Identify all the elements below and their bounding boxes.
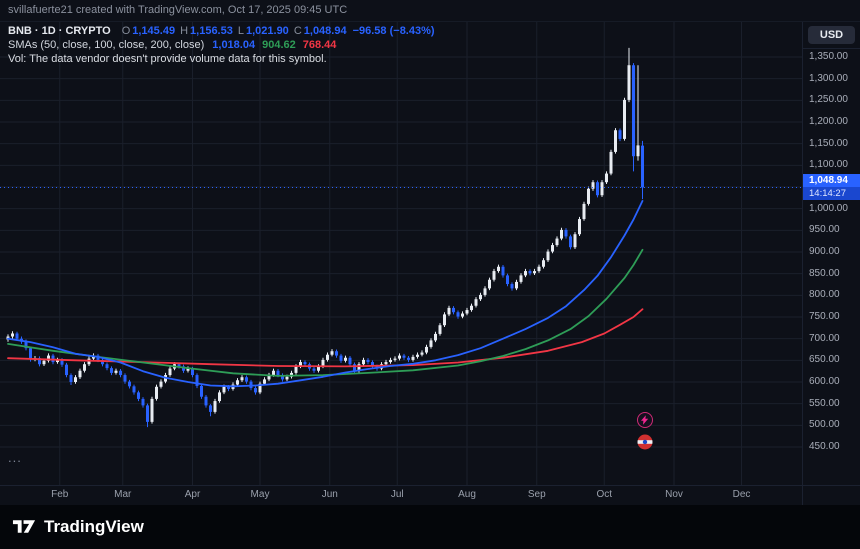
close-value: 1,048.94	[303, 25, 347, 37]
price-axis-label: 650.00	[809, 354, 840, 366]
sma100-value: 904.62	[262, 39, 296, 51]
price-axis-label: 500.00	[809, 419, 840, 431]
economic-event-icon[interactable]	[637, 434, 653, 450]
attribution-text: svillafuerte21 created with TradingView.…	[8, 4, 348, 16]
price-axis-label: 900.00	[809, 246, 840, 257]
attribution-bar: svillafuerte21 created with TradingView.…	[0, 0, 860, 22]
high-value: 1,156.53	[190, 25, 233, 37]
open-value: 1,145.49	[132, 25, 176, 37]
time-axis-label: May	[250, 489, 270, 500]
time-axis-label: Dec	[732, 489, 751, 500]
change-value: −96.58 (−8.43%)	[352, 25, 435, 37]
volume-status-message: Vol: The data vendor doesn't provide vol…	[8, 53, 327, 65]
tradingview-wordmark: TradingView	[44, 517, 144, 536]
price-axis-label: 1,150.00	[809, 137, 848, 149]
event-badge-icon	[637, 434, 653, 450]
price-axis-label: 450.00	[809, 441, 840, 452]
price-axis-label: 800.00	[809, 289, 840, 301]
time-axis-label: Aug	[458, 489, 476, 500]
price-axis-label: 550.00	[809, 397, 840, 409]
time-axis-label: Apr	[184, 489, 201, 500]
time-axis-row: Feb Mar Apr May Jun Jul Aug Sep Oct Nov Dec	[0, 485, 860, 505]
currency-button-area: USD	[803, 22, 860, 49]
tradingview-mark-icon	[12, 520, 36, 533]
low-value: 1,021.90	[245, 25, 289, 37]
flash-event-icon[interactable]	[637, 412, 653, 428]
price-axis-label: 1,300.00	[809, 72, 848, 84]
chart-row: BNB · 1D · CRYPTO O 1,145.49 H 1,156.53 L 1,02…	[0, 22, 860, 485]
chart-legend: BNB · 1D · CRYPTO O 1,145.49 H 1,156.53 L 1,02…	[8, 25, 435, 67]
axis-corner	[802, 485, 860, 505]
time-axis-label: Mar	[114, 489, 132, 500]
last-price-value: 1,048.94	[803, 174, 860, 188]
chart-pane[interactable]: BNB · 1D · CRYPTO O 1,145.49 H 1,156.53 L 1,02…	[0, 22, 802, 485]
time-axis-label: Jul	[390, 489, 404, 500]
symbol-row: BNB · 1D · CRYPTO O 1,145.49 H 1,156.53 L 1,02…	[8, 25, 435, 38]
time-axis-label: Sep	[527, 489, 546, 500]
price-axis-label: 750.00	[809, 311, 840, 322]
price-axis-label: 850.00	[809, 267, 840, 279]
volume-row: Vol: The data vendor doesn't provide vol…	[8, 53, 435, 66]
time-axis-label: Oct	[596, 489, 613, 500]
bar-countdown: 14:14:27	[803, 187, 860, 201]
sma-row: SMAs (50, close, 100, close, 200, close)…	[8, 39, 435, 52]
low-label: L	[237, 25, 244, 37]
time-axis-label: Nov	[665, 489, 683, 500]
symbol-title[interactable]: BNB · 1D · CRYPTO	[8, 25, 111, 37]
price-axis-label: 700.00	[809, 332, 840, 344]
price-axis[interactable]: USD 1,350.00 1,300.00 1,250.00 1,200.00 1,15…	[802, 22, 860, 485]
currency-button[interactable]: USD	[807, 26, 856, 44]
open-label: O	[121, 25, 131, 37]
price-axis-label: 1,100.00	[809, 159, 848, 171]
pane-expand-button[interactable]: ...	[8, 450, 22, 465]
time-axis-label: Jun	[321, 489, 338, 500]
sma200-value: 768.44	[302, 39, 337, 51]
price-axis-label: 1,200.00	[809, 116, 848, 127]
lightning-bolt-icon	[641, 415, 649, 425]
price-axis-label: 950.00	[809, 224, 840, 236]
price-chart[interactable]	[0, 22, 802, 485]
time-axis[interactable]: Feb Mar Apr May Jun Jul Aug Sep Oct Nov Dec	[0, 485, 802, 505]
price-axis-label: 1,000.00	[809, 202, 848, 214]
price-axis-label: 600.00	[809, 376, 840, 387]
footer: TradingView	[0, 505, 860, 549]
time-axis-label: Feb	[51, 489, 69, 500]
price-axis-label: 1,250.00	[809, 94, 848, 106]
price-axis-label: 1,350.00	[809, 51, 848, 62]
sma50-value: 1,018.04	[212, 39, 256, 51]
sma-indicator-title[interactable]: SMAs (50, close, 100, close, 200, close)	[8, 39, 205, 51]
last-price-badge: 1,048.94 14:14:27	[803, 174, 860, 201]
close-label: C	[293, 25, 302, 37]
tradingview-logo[interactable]: TradingView	[12, 517, 144, 537]
high-label: H	[180, 25, 189, 37]
